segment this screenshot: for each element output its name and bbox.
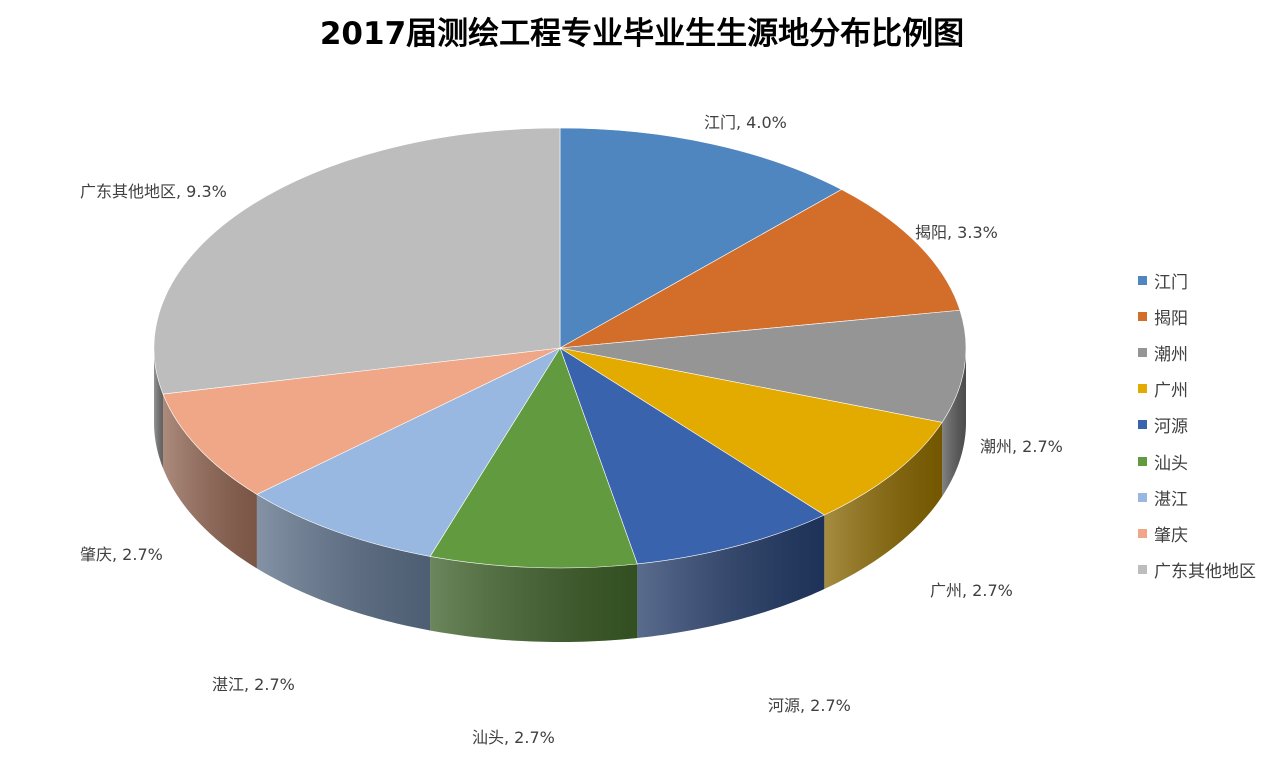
data-label-1: 揭阳, 3.3% <box>915 223 998 242</box>
data-label-5: 汕头, 2.7% <box>472 728 555 747</box>
pie-side-shade-4 <box>637 515 825 638</box>
pie-side-shade-7 <box>162 394 257 569</box>
legend-label: 揭阳 <box>1154 308 1188 329</box>
data-label-4: 河源, 2.7% <box>768 696 851 715</box>
chart-title: 2017届测绘工程专业毕业生生源地分布比例图 <box>319 16 965 52</box>
legend-swatch <box>1138 275 1147 285</box>
legend-item-3: 广州 <box>1138 371 1256 407</box>
legend: 江门揭阳潮州广州河源汕头湛江肇庆广东其他地区 <box>1138 262 1256 588</box>
legend-swatch <box>1138 420 1147 430</box>
legend-label: 潮州 <box>1154 344 1188 365</box>
legend-label: 广东其他地区 <box>1154 562 1256 583</box>
legend-item-5: 汕头 <box>1138 443 1256 479</box>
pie-slice-7 <box>162 347 561 495</box>
legend-item-7: 肇庆 <box>1138 515 1256 551</box>
data-label-6: 湛江, 2.7% <box>212 675 295 694</box>
legend-label: 广州 <box>1154 381 1188 402</box>
legend-item-0: 江门 <box>1138 262 1256 298</box>
legend-swatch <box>1138 384 1147 394</box>
pie-side-shade-6 <box>256 494 431 631</box>
legend-item-6: 湛江 <box>1138 479 1256 515</box>
legend-swatch <box>1138 347 1147 357</box>
legend-label: 河源 <box>1154 417 1188 438</box>
pie-side-shade-5 <box>430 556 638 642</box>
legend-item-8: 广东其他地区 <box>1138 552 1256 588</box>
data-label-0: 江门, 4.0% <box>704 113 787 132</box>
data-label-7: 肇庆, 2.7% <box>80 545 163 564</box>
legend-label: 江门 <box>1154 272 1188 293</box>
pie-slice-0 <box>559 127 843 349</box>
legend-label: 肇庆 <box>1154 525 1188 546</box>
data-label-8: 广东其他地区, 9.3% <box>80 182 227 201</box>
pie-tops <box>153 127 967 569</box>
pie-slice-8 <box>153 127 561 395</box>
legend-swatch <box>1138 565 1147 575</box>
pie-side-shade-8 <box>154 348 163 469</box>
pie-slice-1 <box>559 189 961 349</box>
data-label-3: 广州, 2.7% <box>930 581 1013 600</box>
pie-slice-6 <box>256 347 561 557</box>
pie-sides <box>154 348 966 642</box>
pie-slice-4 <box>559 347 825 565</box>
legend-swatch <box>1138 492 1147 502</box>
data-label-2: 潮州, 2.7% <box>980 437 1063 456</box>
pie-labels: 江门, 4.0% 揭阳, 3.3% 潮州, 2.7% 广州, 2.7% 河源, 2.7%… <box>80 113 1063 747</box>
legend-swatch <box>1138 528 1147 538</box>
legend-item-2: 潮州 <box>1138 334 1256 370</box>
pie-slice-2 <box>559 309 967 423</box>
pie-side-shade-3 <box>824 422 943 590</box>
pie-side-shade-2 <box>942 348 966 497</box>
legend-swatch <box>1138 311 1147 321</box>
legend-label: 汕头 <box>1154 453 1188 474</box>
legend-label: 湛江 <box>1154 489 1188 510</box>
legend-item-4: 河源 <box>1138 407 1256 443</box>
legend-swatch <box>1138 456 1147 466</box>
pie-slice-5 <box>429 347 638 569</box>
legend-item-1: 揭阳 <box>1138 298 1256 334</box>
pie-slice-3 <box>559 347 943 516</box>
